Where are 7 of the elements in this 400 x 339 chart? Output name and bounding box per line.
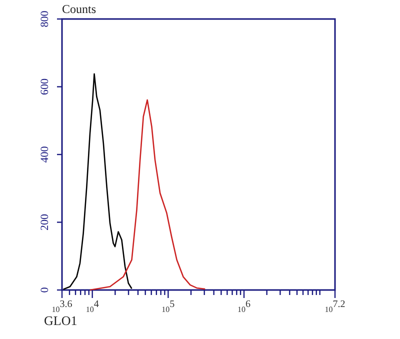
y-tick-label: 400 [39, 146, 51, 163]
y-tick-label: 0 [39, 286, 51, 293]
x-axis-title: GLO1 [44, 313, 78, 328]
y-axis-title: Counts [62, 2, 96, 16]
y-tick-label: 200 [39, 214, 51, 230]
y-tick-label: 800 [39, 10, 51, 28]
y-tick-label: 600 [39, 78, 51, 95]
